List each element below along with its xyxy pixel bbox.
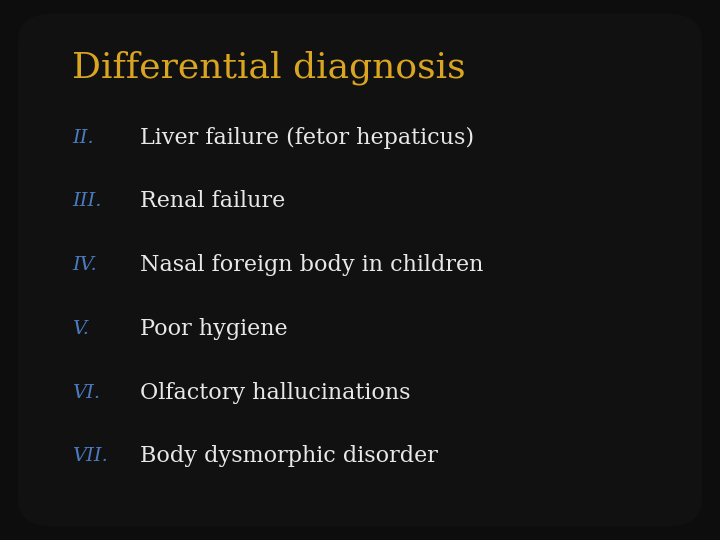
Text: IV.: IV.	[72, 256, 96, 274]
Text: Nasal foreign body in children: Nasal foreign body in children	[140, 254, 484, 276]
Text: VII.: VII.	[72, 447, 108, 465]
Text: II.: II.	[72, 129, 94, 147]
Text: Differential diagnosis: Differential diagnosis	[72, 50, 466, 85]
Text: Renal failure: Renal failure	[140, 191, 286, 212]
Text: Olfactory hallucinations: Olfactory hallucinations	[140, 382, 411, 403]
Text: Liver failure (fetor hepaticus): Liver failure (fetor hepaticus)	[140, 127, 474, 148]
Text: III.: III.	[72, 192, 102, 211]
Text: Poor hygiene: Poor hygiene	[140, 318, 288, 340]
Text: VI.: VI.	[72, 383, 100, 402]
Text: Body dysmorphic disorder: Body dysmorphic disorder	[140, 446, 438, 467]
Text: V.: V.	[72, 320, 89, 338]
FancyBboxPatch shape	[18, 14, 702, 526]
